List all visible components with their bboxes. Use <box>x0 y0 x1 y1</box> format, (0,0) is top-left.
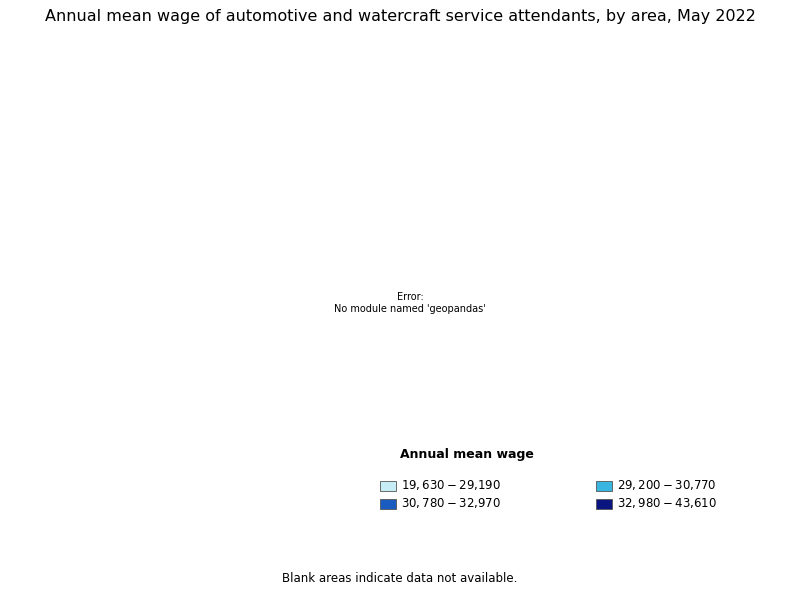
Text: Blank areas indicate data not available.: Blank areas indicate data not available. <box>282 572 518 585</box>
Text: $19,630 - $29,190: $19,630 - $29,190 <box>401 478 501 493</box>
Text: Annual mean wage: Annual mean wage <box>400 448 534 461</box>
Text: $29,200 - $30,770: $29,200 - $30,770 <box>617 478 716 493</box>
Text: Annual mean wage of automotive and watercraft service attendants, by area, May 2: Annual mean wage of automotive and water… <box>45 9 755 24</box>
Text: Error:
No module named 'geopandas': Error: No module named 'geopandas' <box>334 292 486 314</box>
Text: $30,780 - $32,970: $30,780 - $32,970 <box>401 496 501 511</box>
Text: $32,980 - $43,610: $32,980 - $43,610 <box>617 496 717 511</box>
